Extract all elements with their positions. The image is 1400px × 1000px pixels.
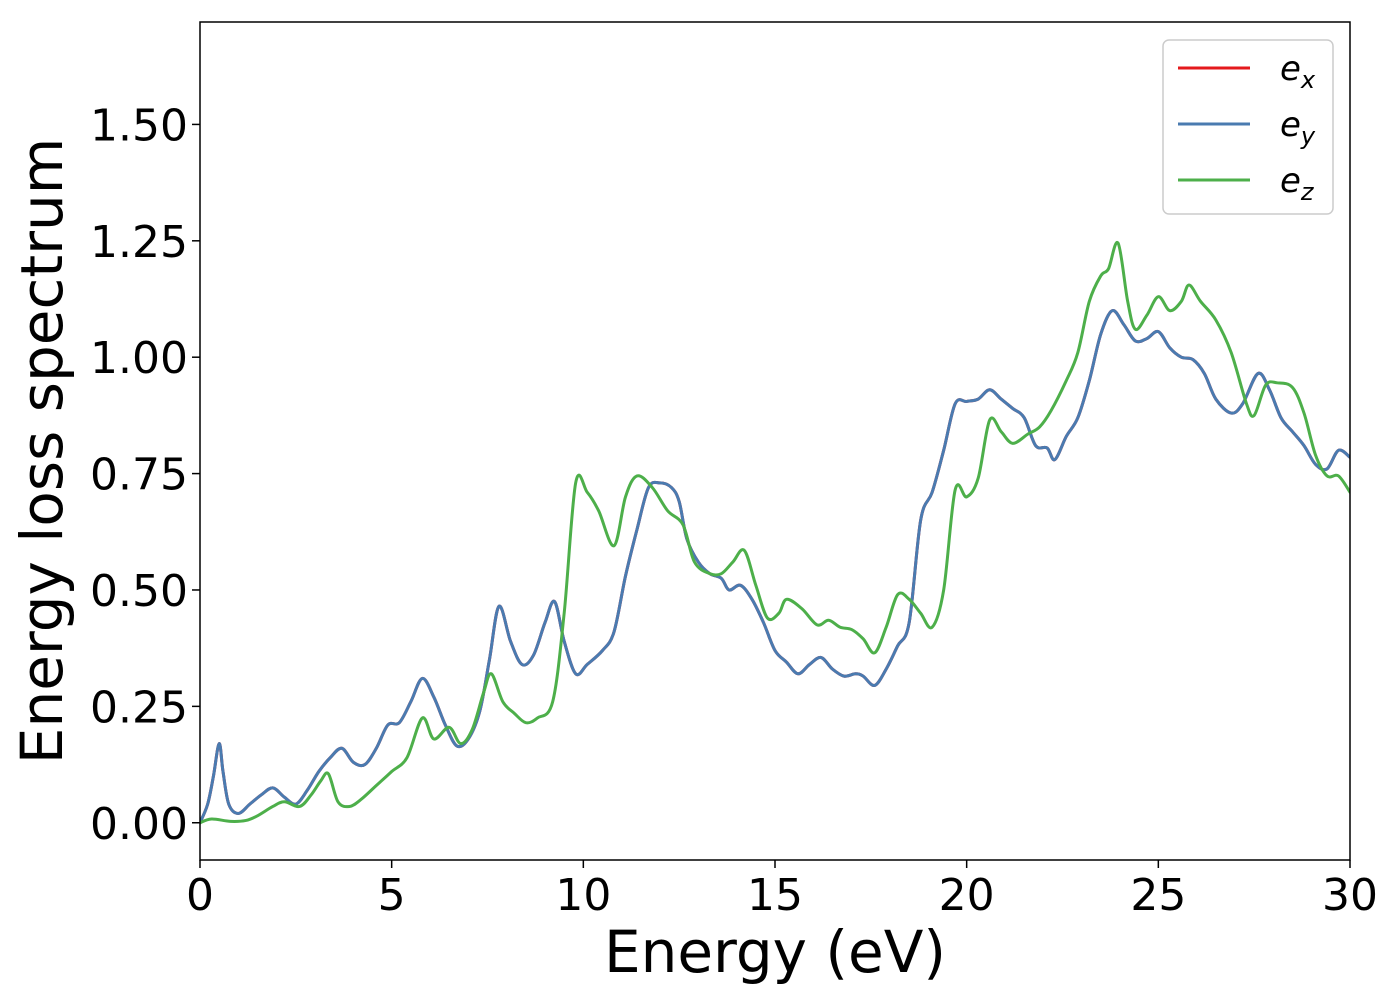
- x-tick-label: 10: [555, 870, 611, 921]
- x-tick-label: 5: [378, 870, 406, 921]
- y-axis: 0.00 0.25 0.50 0.75 1.00 1.25 1.50: [90, 100, 200, 850]
- x-axis: 0 5 10 15 20 25 30: [186, 860, 1378, 921]
- x-tick-label: 30: [1322, 870, 1378, 921]
- y-tick-label: 1.00: [90, 333, 188, 384]
- x-tick-label: 15: [747, 870, 803, 921]
- legend-label-x: ex: [1280, 49, 1316, 94]
- y-axis-label: Energy loss spectrum: [8, 138, 76, 764]
- x-axis-label: Energy (eV): [604, 918, 946, 986]
- x-tick-label: 25: [1130, 870, 1186, 921]
- y-tick-label: 1.25: [90, 217, 188, 268]
- y-tick-label: 0.00: [90, 799, 188, 850]
- y-tick-label: 0.75: [90, 450, 188, 501]
- series-line-y: [200, 309, 1350, 825]
- legend: ex ey ez: [1162, 39, 1334, 215]
- legend-label-y: ey: [1280, 105, 1316, 150]
- x-tick-label: 0: [186, 870, 214, 921]
- y-tick-label: 0.25: [90, 682, 188, 733]
- x-tick-label: 20: [939, 870, 995, 921]
- series-line-z: [200, 240, 1350, 825]
- series-layer: [200, 240, 1350, 825]
- series-line-x: [200, 309, 1350, 825]
- y-tick-label: 1.50: [90, 100, 188, 151]
- legend-label-z: ez: [1280, 161, 1315, 206]
- y-tick-label: 0.50: [90, 566, 188, 617]
- legend-box: [1162, 39, 1334, 215]
